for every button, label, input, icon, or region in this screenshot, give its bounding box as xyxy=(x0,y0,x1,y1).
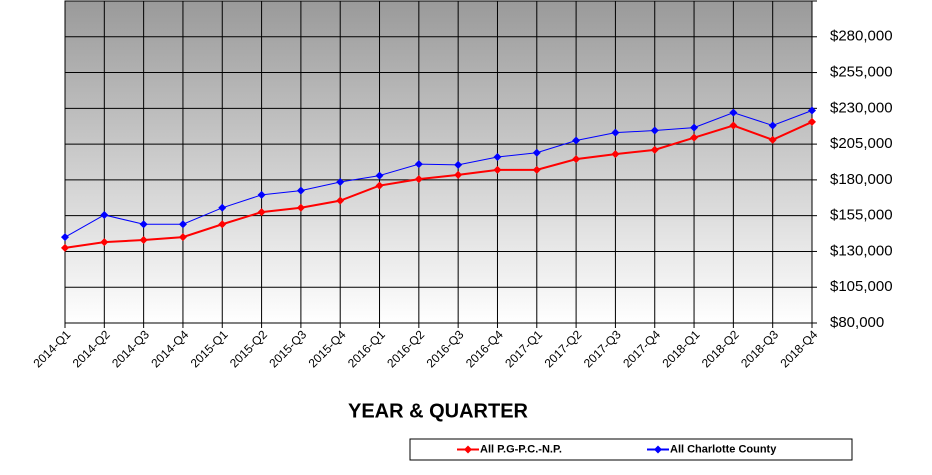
x-tick-label: 2018-Q4 xyxy=(777,327,820,370)
point xyxy=(650,126,659,135)
x-tick-label: 2015-Q3 xyxy=(266,327,309,370)
legend-label: All Charlotte County xyxy=(670,443,777,455)
y-tick-label: $255,000 xyxy=(830,64,893,81)
x-tick-label: 2016-Q2 xyxy=(384,327,427,370)
x-tick-label: 2017-Q3 xyxy=(581,327,624,370)
y-tick-label: $205,000 xyxy=(830,135,893,152)
point xyxy=(493,165,502,174)
point xyxy=(414,160,423,169)
point xyxy=(532,165,541,174)
y-tick-label: $230,000 xyxy=(830,99,893,116)
point xyxy=(218,203,227,212)
point xyxy=(336,196,345,205)
point xyxy=(296,186,305,195)
y-tick-label: $130,000 xyxy=(830,242,893,259)
point xyxy=(690,123,699,132)
point xyxy=(100,210,109,219)
point xyxy=(493,152,502,161)
point xyxy=(139,235,148,244)
point xyxy=(375,181,384,190)
y-tick-label: $105,000 xyxy=(830,278,893,295)
x-tick-label: 2016-Q3 xyxy=(424,327,467,370)
point xyxy=(375,171,384,180)
point xyxy=(100,238,109,247)
y-tick-label: $180,000 xyxy=(830,171,893,188)
point xyxy=(336,178,345,187)
point xyxy=(768,121,777,130)
legend-marker xyxy=(654,445,662,454)
x-tick-label: 2018-Q2 xyxy=(699,327,742,370)
point xyxy=(454,170,463,179)
x-tick-label: 2014-Q3 xyxy=(109,327,152,370)
y-tick-label: $155,000 xyxy=(830,207,893,224)
point xyxy=(139,220,148,229)
x-tick-label: 2017-Q2 xyxy=(542,327,585,370)
series-line xyxy=(64,110,813,238)
x-tick-label: 2015-Q1 xyxy=(188,327,231,370)
x-axis-label: YEAR & QUARTER xyxy=(348,400,529,422)
x-tick-label: 2018-Q3 xyxy=(738,327,781,370)
point xyxy=(218,220,227,229)
point xyxy=(808,117,816,126)
x-tick-label: 2018-Q1 xyxy=(659,327,702,370)
x-tick-label: 2017-Q4 xyxy=(620,327,663,370)
point xyxy=(178,220,187,229)
legend-label: All P.G-P.C.-N.P. xyxy=(480,443,562,455)
x-tick-label: 2014-Q2 xyxy=(70,327,113,370)
point xyxy=(414,175,423,184)
y-tick-label: $280,000 xyxy=(830,28,893,45)
point xyxy=(611,128,620,137)
x-tick-label: 2014-Q1 xyxy=(30,327,73,370)
point xyxy=(61,243,69,252)
point xyxy=(454,160,463,169)
point xyxy=(729,108,738,117)
x-tick-label: 2016-Q4 xyxy=(463,327,506,370)
x-tick-label: 2015-Q2 xyxy=(227,327,270,370)
point xyxy=(61,233,69,242)
series-line xyxy=(64,121,813,249)
point xyxy=(729,121,738,130)
legend xyxy=(409,438,853,461)
point xyxy=(768,135,777,144)
legend-marker xyxy=(464,445,472,454)
x-tick-label: 2015-Q4 xyxy=(306,327,349,370)
point xyxy=(257,208,266,217)
point xyxy=(808,106,816,115)
plot-area xyxy=(64,0,813,324)
point xyxy=(650,145,659,154)
point xyxy=(257,190,266,199)
point xyxy=(690,133,699,142)
point xyxy=(532,148,541,157)
point xyxy=(611,150,620,159)
y-tick-label: $80,000 xyxy=(830,314,884,331)
x-tick-label: 2017-Q1 xyxy=(502,327,545,370)
point xyxy=(572,136,581,145)
x-tick-label: 2016-Q1 xyxy=(345,327,388,370)
x-tick-label: 2014-Q4 xyxy=(148,327,191,370)
point xyxy=(572,155,581,164)
point xyxy=(178,233,187,242)
point xyxy=(296,203,305,212)
